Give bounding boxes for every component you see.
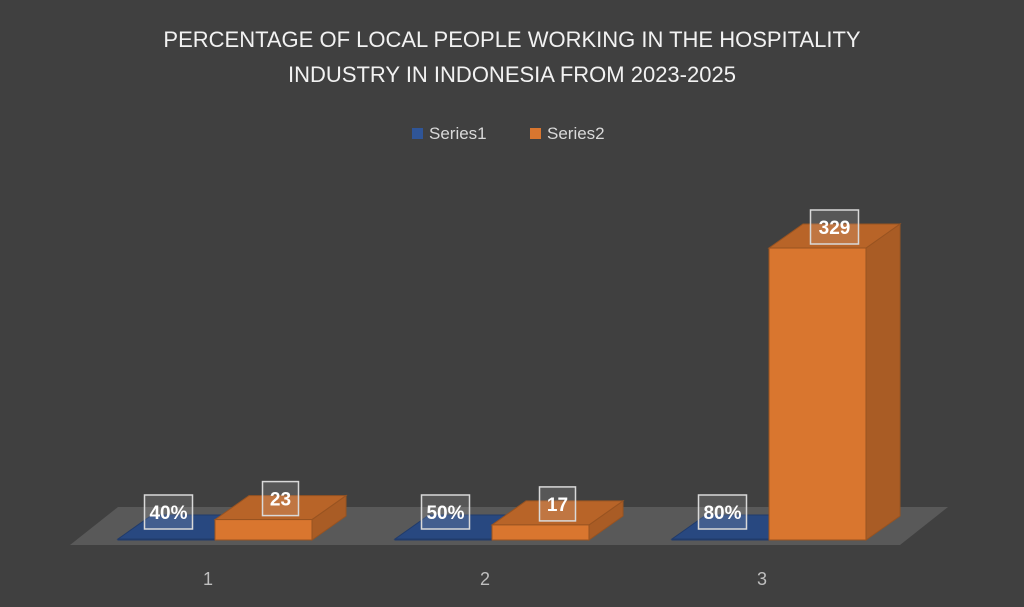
bar-series2-2: 17 (490, 486, 625, 541)
legend-swatch-series2 (530, 128, 541, 139)
bar-front-face (117, 538, 216, 541)
data-label: 23 (270, 490, 291, 511)
chart-title-line-2: INDUSTRY IN INDONESIA FROM 2023-2025 (288, 62, 736, 87)
data-label: 17 (547, 495, 568, 516)
x-tick-label: 2 (480, 569, 490, 589)
chart-title-line-1: PERCENTAGE OF LOCAL PEOPLE WORKING IN TH… (163, 27, 861, 52)
bar-front-face (214, 519, 313, 541)
data-label: 329 (819, 218, 851, 239)
legend-label-series1: Series1 (429, 124, 487, 143)
legend-label-series2: Series2 (547, 124, 605, 143)
data-label-box (420, 494, 471, 530)
data-label: 80% (703, 503, 741, 524)
bar-front-face (394, 538, 493, 541)
legend-swatch-series1 (412, 128, 423, 139)
data-label: 40% (149, 503, 187, 524)
data-label-box (143, 494, 194, 530)
x-tick-label: 1 (203, 569, 213, 589)
data-label: 50% (426, 503, 464, 524)
data-label-box (809, 209, 860, 245)
bar-side-face (865, 223, 901, 541)
x-tick-label: 3 (757, 569, 767, 589)
data-label-box (261, 480, 300, 517)
bar-front-face (671, 538, 770, 541)
legend: Series1 Series2 (412, 124, 605, 143)
bar-series2-1: 23 (213, 480, 348, 541)
bar-series2-3: 329 (767, 209, 902, 541)
data-label-box (538, 486, 577, 522)
bar-front-face (491, 524, 590, 541)
bar-front-face (768, 247, 867, 541)
data-label-box (697, 494, 748, 530)
